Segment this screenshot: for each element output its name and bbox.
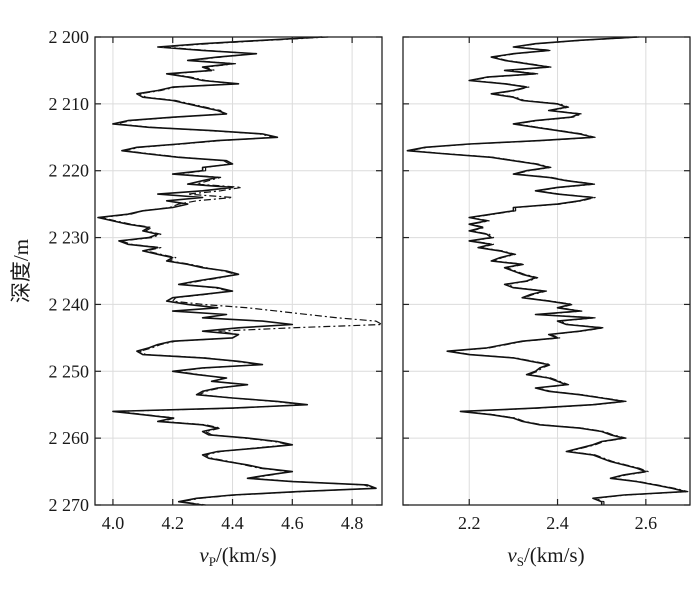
vs-x-tick-label: 2.6 bbox=[635, 513, 658, 533]
depth-tick-label: 2 250 bbox=[49, 361, 90, 381]
vp-axis-label: vP/(km/s) bbox=[199, 543, 276, 569]
depth-tick-label: 2 260 bbox=[49, 428, 90, 448]
vp-predicted-line bbox=[100, 36, 383, 506]
vs-measured-line bbox=[406, 36, 687, 505]
depth-axis-ticks: 2 200 2 210 2 220 2 230 2 240 2 250 2 260 2 270 bbox=[49, 27, 382, 515]
depth-tick-label: 2 200 bbox=[49, 27, 90, 47]
vs-axis-label-sub: S bbox=[517, 554, 524, 569]
vs-plot-frame bbox=[402, 36, 691, 506]
depth-tick-label: 2 270 bbox=[49, 495, 90, 515]
vp-panel: 2 200 2 210 2 220 2 230 2 240 2 250 2 260 2 270… bbox=[9, 27, 383, 569]
depth-tick-label: 2 240 bbox=[49, 294, 90, 314]
vs-panel: 2.2 2.4 2.6 vS/(km/s) bbox=[402, 36, 691, 569]
depth-tick-label: 2 210 bbox=[49, 94, 90, 114]
vp-axis-ticks: 4.0 4.2 4.4 4.6 4.8 bbox=[102, 37, 364, 533]
vp-axis-label-sub: P bbox=[209, 554, 216, 569]
vs-series bbox=[406, 36, 689, 505]
vs-x-tick-label: 2.4 bbox=[546, 513, 569, 533]
depth-tick-label: 2 220 bbox=[49, 161, 90, 181]
vs-axis-label-var: v bbox=[507, 543, 517, 567]
vs-x-tick-label: 2.2 bbox=[458, 513, 481, 533]
vp-series bbox=[97, 36, 383, 506]
vs-depth-ticks bbox=[403, 36, 690, 506]
depth-tick-label: 2 230 bbox=[49, 228, 90, 248]
vs-axis-label-unit: /(km/s) bbox=[524, 543, 585, 567]
vp-axis-label-unit: /(km/s) bbox=[216, 543, 277, 567]
vp-x-tick-label: 4.8 bbox=[341, 513, 364, 533]
vs-axis-label: vS/(km/s) bbox=[507, 543, 584, 569]
vp-grid bbox=[95, 36, 382, 506]
vp-axis-label-var: v bbox=[199, 543, 209, 567]
vs-axis-ticks: 2.2 2.4 2.6 bbox=[458, 37, 657, 533]
vp-x-tick-label: 4.0 bbox=[102, 513, 125, 533]
vs-grid bbox=[403, 36, 690, 506]
vp-measured-line bbox=[97, 36, 377, 506]
depth-axis-label: 深度/m bbox=[9, 239, 33, 303]
vp-x-tick-label: 4.6 bbox=[281, 513, 304, 533]
vp-plot-frame bbox=[94, 36, 383, 506]
vp-x-tick-label: 4.2 bbox=[161, 513, 184, 533]
vp-x-tick-label: 4.4 bbox=[221, 513, 244, 533]
